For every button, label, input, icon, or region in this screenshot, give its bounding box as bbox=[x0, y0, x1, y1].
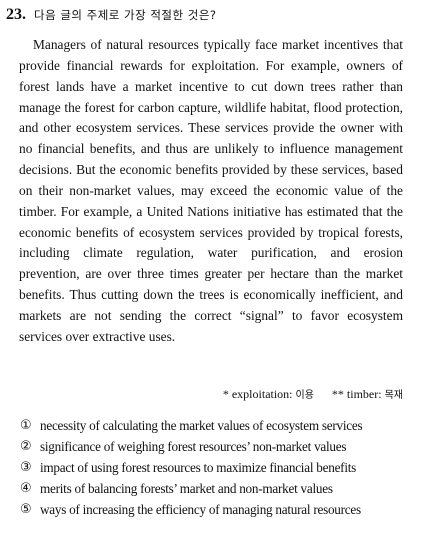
choice-text: necessity of calculating the market valu… bbox=[40, 417, 363, 433]
answer-choice-4[interactable]: ④ merits of balancing forests’ market an… bbox=[20, 478, 362, 499]
question-header: 23. 다음 글의 주제로 가장 적절한 것은? bbox=[6, 6, 217, 24]
choice-text: merits of balancing forests’ market and … bbox=[40, 480, 333, 496]
footnotes: * exploitation: 이용 ** timber: 목재 bbox=[223, 386, 403, 402]
choice-number: ② bbox=[20, 439, 32, 455]
choice-number: ⑤ bbox=[20, 502, 32, 518]
answer-choice-3[interactable]: ③ impact of using forest resources to ma… bbox=[20, 457, 362, 478]
footnote-marker: ** bbox=[331, 387, 344, 401]
question-prompt: 다음 글의 주제로 가장 적절한 것은? bbox=[34, 8, 217, 22]
answer-choices: ① necessity of calculating the market va… bbox=[20, 415, 363, 520]
choice-text: ways of increasing the efficiency of man… bbox=[40, 501, 361, 517]
answer-choice-5[interactable]: ⑤ ways of increasing the efficiency of m… bbox=[20, 499, 362, 520]
choice-number: ④ bbox=[20, 481, 32, 497]
choice-text: impact of using forest resources to maxi… bbox=[40, 459, 357, 475]
passage-text: Managers of natural resources typically … bbox=[19, 37, 403, 344]
footnote-term: timber: bbox=[346, 387, 382, 401]
footnote-gloss: 목재 bbox=[384, 390, 403, 401]
choice-text: significance of weighing forest resource… bbox=[40, 438, 347, 454]
answer-choice-1[interactable]: ① necessity of calculating the market va… bbox=[20, 415, 363, 436]
footnote-term: exploitation: bbox=[231, 387, 293, 401]
footnote-gloss: 이용 bbox=[295, 390, 314, 401]
question-number: 23. bbox=[6, 6, 26, 23]
answer-choice-2[interactable]: ② significance of weighing forest resour… bbox=[20, 436, 362, 457]
footnote-marker: * bbox=[222, 387, 229, 401]
choice-number: ① bbox=[20, 418, 32, 434]
choice-number: ③ bbox=[20, 460, 32, 476]
